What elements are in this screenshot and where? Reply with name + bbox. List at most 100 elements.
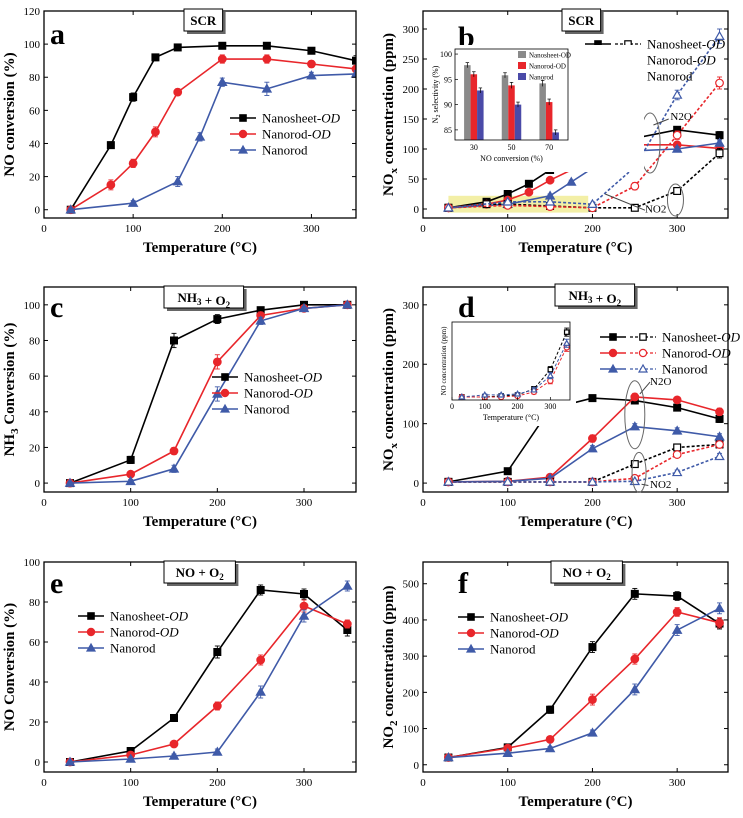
data-point-nanosheet-od <box>126 455 135 464</box>
legend-item-nanosheet-od: Nanosheet-OD <box>212 370 323 385</box>
data-point-nanorod <box>714 137 725 147</box>
legend-item-nanosheet-od: Nanosheet-OD <box>585 37 726 52</box>
inset-bar-nanorod-od <box>470 74 478 140</box>
n2o-arrow <box>653 118 669 126</box>
data-point-nanosheet-od <box>630 460 639 469</box>
y-tick-label: 100 <box>24 39 41 51</box>
y-tick-label: 60 <box>29 371 41 383</box>
inset-legend-swatch <box>518 51 526 58</box>
series-nanorod-open <box>443 450 725 486</box>
y-axis-title: NO Conversion (%) <box>2 603 18 731</box>
data-point-nanosheet-od <box>129 93 138 102</box>
inset-legend-item-nanorod-od: Nanorod-OD <box>518 62 566 71</box>
series-nanorod-open <box>458 338 571 400</box>
data-point-nanosheet-od <box>546 705 555 714</box>
y-tick-label: 200 <box>403 84 420 96</box>
inset-y-title: NO concentration (ppm) <box>440 326 448 395</box>
x-tick-label: 200 <box>209 497 226 509</box>
x-tick-label: 0 <box>41 223 47 235</box>
data-point-nanorod <box>172 176 183 186</box>
y-tick-label: 0 <box>414 204 420 216</box>
inset-legend-swatch <box>518 73 526 80</box>
inset-x-tick-label: 300 <box>544 402 556 411</box>
legend-marker <box>86 627 96 637</box>
data-point-nanorod <box>497 390 505 398</box>
x-tick-label: 0 <box>420 497 426 509</box>
legend-item-nanorod: Nanorod <box>230 143 308 158</box>
legend-item-nanorod: Nanorod <box>600 362 708 377</box>
y-tick-label: 100 <box>24 557 41 569</box>
panel-letter-a: a <box>50 18 65 51</box>
y-tick-label: 0 <box>414 478 420 490</box>
legend-marker-open <box>637 363 649 373</box>
y-tick-label: 300 <box>403 300 420 312</box>
inset-x-tick-label: 50 <box>508 143 516 152</box>
y-tick-label: 300 <box>403 24 420 36</box>
legend-label: Nanorod <box>110 641 156 656</box>
data-point-nanosheet-od <box>524 179 533 188</box>
y-tick-label: 200 <box>403 687 420 699</box>
data-point-nanorod-od <box>307 59 316 69</box>
inset-bar-nanosheet-od <box>501 75 509 140</box>
data-point-nanosheet-od <box>256 585 265 594</box>
condition-text: NO + O2 <box>176 565 225 582</box>
condition-label: SCR <box>183 8 226 34</box>
inset-legend-item-nanosheet-od: Nanosheet-OD <box>518 51 571 60</box>
data-point-nanorod <box>544 476 556 486</box>
data-point-nanorod-od <box>299 601 309 611</box>
legend-marker-open <box>638 348 648 358</box>
legend-marker <box>220 388 230 398</box>
inset-legend-label: Nanosheet-OD <box>529 52 571 60</box>
data-point-nanorod-od <box>672 130 682 140</box>
data-point-nanosheet-od <box>715 414 724 423</box>
legend-label: Nanosheet-OD <box>110 609 189 624</box>
data-point-nanosheet-od <box>218 41 227 50</box>
data-point-nanorod <box>458 393 466 400</box>
y-axis-title: NO2 concentration (ppm) <box>381 586 400 749</box>
series-nanosheet-od <box>444 587 724 762</box>
y-tick-label: 0 <box>35 205 41 217</box>
data-point-nanorod-od <box>545 735 555 744</box>
n2o-arrow <box>639 381 651 395</box>
series-nanorod <box>443 602 725 762</box>
data-point-nanosheet-od <box>213 315 222 324</box>
x-tick-label: 300 <box>296 497 313 509</box>
y-tick-label: 0 <box>35 757 41 769</box>
data-point-nanosheet-od <box>588 643 597 652</box>
y-tick-label: 0 <box>414 760 420 772</box>
y-axis-title: NH3 Conversion (%) <box>2 323 21 457</box>
data-point-nanorod <box>255 315 266 325</box>
legend-marker <box>85 642 97 652</box>
series-nanosheet-od-open <box>444 440 724 486</box>
no2-ellipse <box>631 451 647 493</box>
legend-label: Nanorod <box>244 402 290 417</box>
y-tick-label: 120 <box>24 6 41 18</box>
legend-item-nanorod-od: Nanorod-OD <box>600 346 731 361</box>
y-tick-label: 20 <box>29 717 41 729</box>
legend-item-nanosheet-od: Nanosheet-OD <box>230 111 341 126</box>
condition-text: NH3 + O2 <box>569 288 622 308</box>
y-tick-label: 250 <box>403 54 420 66</box>
legend-label: Nanorod <box>262 143 308 158</box>
legend-item-nanosheet-od: Nanosheet-OD <box>600 330 741 345</box>
condition-box <box>561 8 602 32</box>
data-point-nanorod-od <box>715 407 724 417</box>
series-line-nanorod <box>448 455 720 483</box>
legend-label: Nanorod-OD <box>244 386 313 401</box>
inset-x-tick-label: 100 <box>479 402 491 411</box>
inset-y-tick-label: 85 <box>444 126 452 135</box>
data-point-nanorod <box>443 752 454 762</box>
series-line-nanorod <box>70 73 356 211</box>
data-point-nanorod-od <box>630 654 640 664</box>
data-point-nanorod <box>714 602 725 613</box>
data-point-nanorod <box>125 475 136 486</box>
inset-x-tick-label: 200 <box>512 402 524 411</box>
x-axis-title: Temperature (°C) <box>519 240 633 256</box>
legend-label: Nanorod <box>647 69 693 84</box>
x-tick-label: 200 <box>214 223 231 235</box>
legend-marker <box>607 363 619 373</box>
no2-ellipse <box>666 183 684 217</box>
data-point-nanorod <box>671 425 683 435</box>
